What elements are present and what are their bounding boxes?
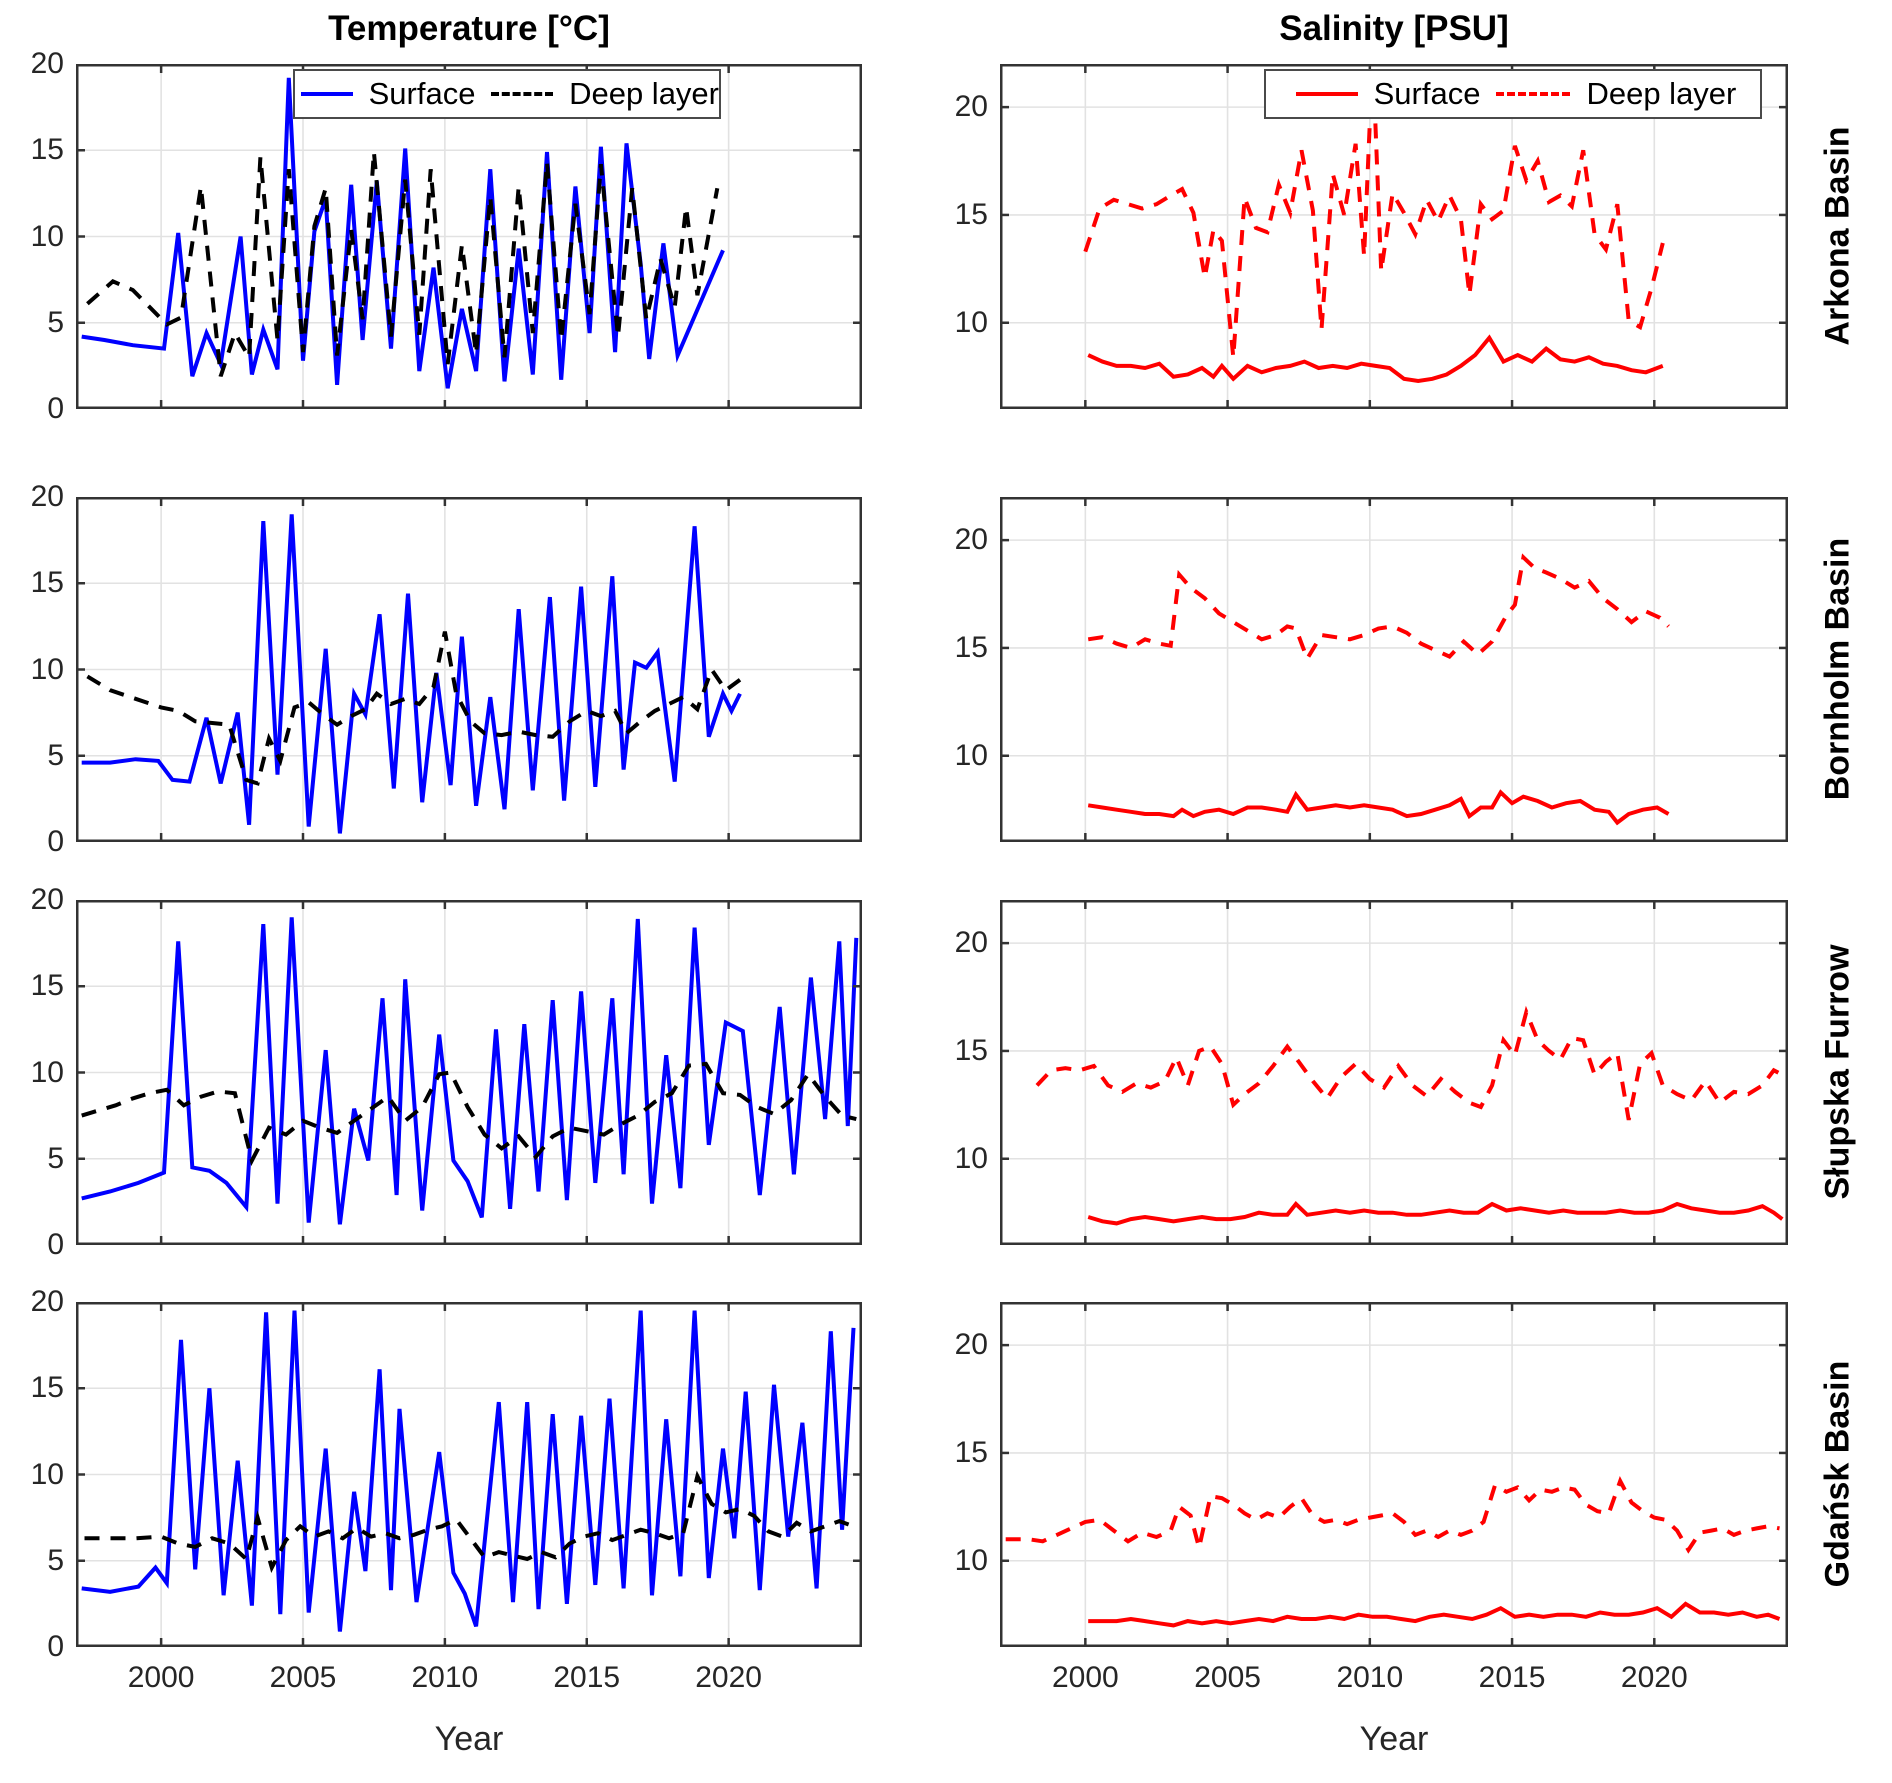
x-tick-label: 2005 (269, 1661, 337, 1694)
legend-surface-label: Surface (1373, 76, 1481, 111)
y-tick-label: 10 (954, 1543, 988, 1577)
y-tick-label: 5 (47, 1141, 64, 1175)
salinity-surface-line (1088, 1601, 1781, 1628)
row-label-gdansk: Gdańsk Basin (1818, 1360, 1857, 1588)
y-tick-label: 10 (954, 738, 988, 772)
temperature-deep-line (86, 631, 742, 786)
subplot-bornholm-basin-temperature (76, 497, 862, 842)
temperature-surface-line (81, 1310, 856, 1632)
x-tick-label: 2020 (695, 1661, 762, 1694)
y-tick-label: 15 (30, 133, 64, 167)
surface-line-sample-icon (1295, 92, 1358, 96)
temperature-deep-line (86, 151, 720, 377)
x-tick-label: 2005 (1194, 1661, 1261, 1694)
temperature-deep-line (84, 1470, 855, 1574)
subplot-s-upska-furrow-temperature (76, 900, 862, 1245)
x-tick-label: 2015 (1478, 1661, 1546, 1694)
row-label-slupska: Słupska Furrow (1818, 944, 1857, 1200)
temperature-column-title: Temperature [°C] (328, 9, 610, 48)
salinity-deep-line (1005, 1476, 1780, 1554)
y-tick-label: 20 (954, 523, 988, 557)
x-tick-label: 2000 (1051, 1661, 1119, 1694)
y-tick-label: 15 (30, 1371, 64, 1405)
axes-border (1000, 64, 1788, 409)
salinity-surface-line (1087, 334, 1664, 384)
legend-surface-label: Surface (368, 76, 476, 111)
subplot-s-upska-furrow-salinity (1000, 900, 1788, 1245)
legend-deep-label: Deep layer (569, 76, 719, 111)
x-tick-label: 2015 (553, 1661, 621, 1694)
y-tick-label: 5 (47, 305, 64, 339)
y-tick-label: 0 (47, 1228, 64, 1261)
y-tick-label: 10 (30, 219, 64, 253)
subplot-gda-sk-basin-salinity (1000, 1302, 1788, 1647)
row-label-arkona: Arkona Basin (1818, 126, 1857, 346)
x-tick-label: 2010 (1336, 1661, 1404, 1694)
y-tick-label: 10 (30, 1055, 64, 1089)
y-tick-label: 20 (954, 1328, 988, 1362)
y-tick-label: 5 (47, 738, 64, 772)
salinity-column-title: Salinity [PSU] (1279, 9, 1509, 48)
temperature-surface-line (81, 77, 725, 389)
y-tick-label: 15 (954, 1435, 988, 1469)
y-tick-label: 20 (30, 47, 64, 80)
xlabel-right: Year (1359, 1720, 1429, 1758)
y-tick-label: 0 (47, 392, 64, 425)
y-tick-label: 10 (954, 1141, 988, 1175)
y-tick-label: 15 (30, 969, 64, 1003)
y-tick-label: 15 (30, 566, 64, 600)
y-tick-label: 20 (30, 1285, 64, 1318)
deep-line-sample-icon (1496, 92, 1571, 96)
y-tick-label: 15 (954, 630, 988, 664)
row-label-bornholm: Bornholm Basin (1818, 537, 1857, 801)
y-tick-label: 10 (30, 652, 64, 686)
y-tick-label: 0 (47, 1630, 64, 1663)
axes-border (1000, 900, 1788, 1245)
y-tick-label: 20 (30, 883, 64, 916)
subplot-gda-sk-basin-temperature (76, 1302, 862, 1647)
temperature-legend: Surface Deep layer (293, 69, 721, 119)
deep-line-sample-icon (491, 92, 554, 96)
x-tick-label: 2000 (127, 1661, 195, 1694)
salinity-deep-line (1087, 553, 1670, 664)
salinity-deep-line (1083, 64, 1665, 358)
x-tick-label: 2020 (1620, 1661, 1688, 1694)
y-tick-label: 0 (47, 825, 64, 858)
y-tick-label: 20 (954, 926, 988, 960)
y-tick-label: 20 (30, 480, 64, 513)
x-tick-label: 2010 (411, 1661, 479, 1694)
y-tick-label: 15 (954, 197, 988, 231)
temperature-surface-line (81, 917, 859, 1225)
axes-border (1000, 1302, 1788, 1647)
y-tick-label: 20 (954, 90, 988, 124)
y-tick-label: 15 (954, 1033, 988, 1067)
salinity-surface-line (1087, 789, 1670, 826)
temperature-surface-line (81, 514, 742, 834)
xlabel-left: Year (434, 1720, 504, 1758)
salinity-deep-line (1035, 1005, 1784, 1121)
subplot-bornholm-basin-salinity (1000, 497, 1788, 842)
legend-deep-label: Deep layer (1586, 76, 1737, 111)
axes-border (1000, 497, 1788, 842)
salinity-surface-line (1087, 1201, 1784, 1226)
y-tick-label: 5 (47, 1543, 64, 1577)
temperature-deep-line (81, 1061, 857, 1167)
salinity-legend: Surface Deep layer (1264, 69, 1762, 119)
y-tick-label: 10 (954, 305, 988, 339)
subplot-arkona-basin-temperature (76, 64, 862, 409)
y-tick-label: 10 (30, 1457, 64, 1491)
surface-line-sample-icon (301, 92, 353, 96)
